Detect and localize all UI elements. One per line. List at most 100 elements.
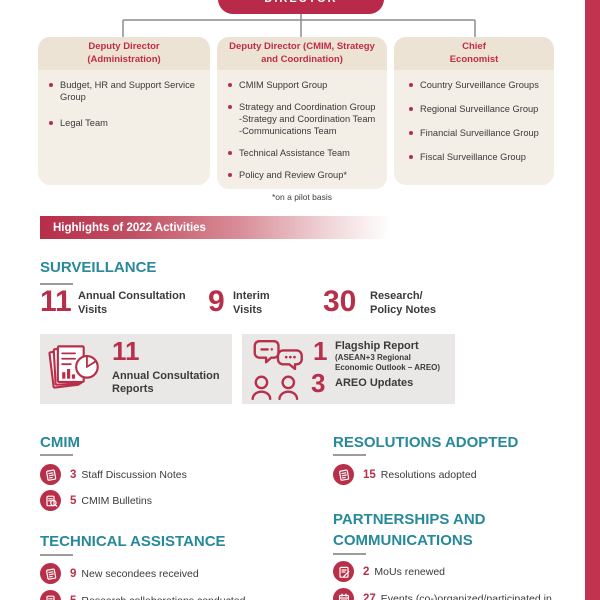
item-value: 3 <box>70 468 77 481</box>
reports-stat-box: 11 Annual Consultation Reports <box>40 334 232 404</box>
partnerships-item-events: 27 Events (co-)organized/participated in <box>333 588 552 600</box>
resolutions-heading: RESOLUTIONS ADOPTED <box>333 434 519 451</box>
item-value: 15 <box>363 468 376 481</box>
org-item-label: Country Surveillance Groups <box>420 80 539 90</box>
partnerships-heading: PARTNERSHIPS AND COMMUNICATIONS <box>333 511 486 549</box>
bullet-dot <box>49 121 53 126</box>
item-label: Events (co-)organized/participated in <box>380 592 552 600</box>
stat-research-notes-value: 30 <box>323 285 357 318</box>
notes-icon <box>40 563 61 584</box>
flagship-report-value: 1 <box>313 336 328 366</box>
partnerships-item-mous: 2 MoUs renewed <box>333 561 445 582</box>
chat-people-icon <box>251 339 303 401</box>
partnerships-rule <box>333 553 366 555</box>
bullet-dot <box>228 105 232 110</box>
org-box-chief-economist: Chief Economist Country Surveillance Gro… <box>394 37 554 185</box>
page-edge-stripe <box>585 0 600 600</box>
item-label: Research collaborations conducted <box>81 595 245 600</box>
item-value: 27 <box>363 592 376 600</box>
org-item-label: Regional Surveillance Group <box>420 104 539 115</box>
item-value: 9 <box>70 567 77 580</box>
org-bullet-item: Legal Team <box>47 117 202 129</box>
item-label: Staff Discussion Notes <box>81 468 187 481</box>
item-value: 5 <box>70 494 77 507</box>
item-label: New secondees received <box>81 567 199 580</box>
highlights-banner-label: Highlights of 2022 Activities <box>53 221 206 234</box>
bullet-dot <box>409 131 413 136</box>
org-item-label: Technical Assistance Team <box>239 148 350 159</box>
bullet-dot <box>49 83 53 87</box>
org-item-label: Budget, HR and Support Service Group <box>60 80 195 103</box>
org-bullet-item: Financial Surveillance Group <box>407 127 546 139</box>
stat-interim-visits-label: Interim Visits <box>233 290 270 316</box>
stat-interim-visits-value: 9 <box>208 285 225 318</box>
bullet-dot <box>409 83 413 87</box>
reports-box-value: 11 <box>112 336 140 366</box>
cmim-item-bulletins: 5 CMIM Bulletins <box>40 490 152 511</box>
org-bullet-item: Technical Assistance Team <box>226 147 379 159</box>
cmim-rule <box>40 454 73 456</box>
item-label: Resolutions adopted <box>380 468 477 481</box>
notes-icon <box>40 464 61 485</box>
org-item-label: Fiscal Surveillance Group <box>420 152 526 163</box>
org-box-items: Budget, HR and Support Service Group Leg… <box>38 70 210 145</box>
areo-updates-value: 3 <box>311 368 326 398</box>
ta-item-research-collaborations: 5 Research collaborations conducted <box>40 590 245 600</box>
resolutions-item-adopted: 15 Resolutions adopted <box>333 464 477 485</box>
org-box-items: Country Surveillance Groups Regional Sur… <box>394 70 554 179</box>
cmim-heading: CMIM <box>40 434 80 451</box>
surveillance-heading: SURVEILLANCE <box>40 259 157 276</box>
org-box-title: Deputy Director (Administration) <box>38 37 210 70</box>
ta-item-secondees: 9 New secondees received <box>40 563 199 584</box>
technical-assistance-rule <box>40 554 73 556</box>
org-bullet-item: Strategy and Coordination Group -Strateg… <box>226 101 379 137</box>
org-box-deputy-director-cmim: Deputy Director (CMIM, Strategy and Coor… <box>217 37 387 189</box>
org-box-deputy-director-administration: Deputy Director (Administration) Budget,… <box>38 37 210 185</box>
document-search-icon <box>40 590 61 600</box>
org-bullet-item: Fiscal Surveillance Group <box>407 151 546 163</box>
org-bullet-item: Policy and Review Group* <box>226 169 379 181</box>
resolutions-rule <box>333 454 366 456</box>
technical-assistance-heading: TECHNICAL ASSISTANCE <box>40 533 226 550</box>
org-item-label: Strategy and Coordination Group -Strateg… <box>239 102 376 137</box>
surveillance-rule <box>40 283 73 285</box>
org-connector-lines <box>122 14 476 37</box>
org-item-label: CMIM Support Group <box>239 80 328 90</box>
org-director-label: DIRECTOR <box>264 0 337 5</box>
item-label: CMIM Bulletins <box>81 494 153 507</box>
document-pen-icon <box>333 561 354 582</box>
reports-box-label: Annual Consultation Reports <box>112 370 220 396</box>
bullet-dot <box>228 173 232 178</box>
calendar-icon <box>333 588 354 600</box>
stat-annual-visits-label: Annual Consultation Visits <box>78 290 186 316</box>
org-footnote: *on a pilot basis <box>271 192 332 202</box>
reports-chart-icon <box>48 345 99 389</box>
highlights-banner: Highlights of 2022 Activities <box>40 216 398 239</box>
flagship-report-label: Flagship Report <box>335 340 419 352</box>
item-label: MoUs renewed <box>374 565 446 578</box>
org-item-label: Legal Team <box>60 118 108 129</box>
flagship-report-sublabel: (ASEAN+3 Regional Economic Outlook – ARE… <box>335 353 441 372</box>
bullet-dot <box>228 83 232 87</box>
org-bullet-item: CMIM Support Group <box>226 79 379 91</box>
org-item-label: Policy and Review Group* <box>239 170 347 181</box>
cmim-item-staff-discussion-notes: 3 Staff Discussion Notes <box>40 464 187 485</box>
bullet-dot <box>409 107 413 112</box>
notes-icon <box>333 464 354 485</box>
org-bullet-item: Country Surveillance Groups <box>407 79 546 91</box>
org-item-label: Financial Surveillance Group <box>420 128 539 139</box>
item-value: 2 <box>363 565 370 578</box>
flagship-stat-box: 1 Flagship Report (ASEAN+3 Regional Econ… <box>242 334 455 404</box>
areo-updates-label: AREO Updates <box>335 377 414 389</box>
org-director-box: DIRECTOR <box>218 0 384 14</box>
document-search-icon <box>40 490 61 511</box>
org-box-items: CMIM Support Group Strategy and Coordina… <box>217 70 387 197</box>
org-box-title: Chief Economist <box>394 37 554 70</box>
org-bullet-item: Budget, HR and Support Service Group <box>47 79 202 103</box>
bullet-dot <box>409 155 413 160</box>
bullet-dot <box>228 151 232 156</box>
org-bullet-item: Regional Surveillance Group <box>407 103 546 115</box>
item-value: 5 <box>70 595 76 600</box>
stat-annual-visits-value: 11 <box>40 285 72 318</box>
